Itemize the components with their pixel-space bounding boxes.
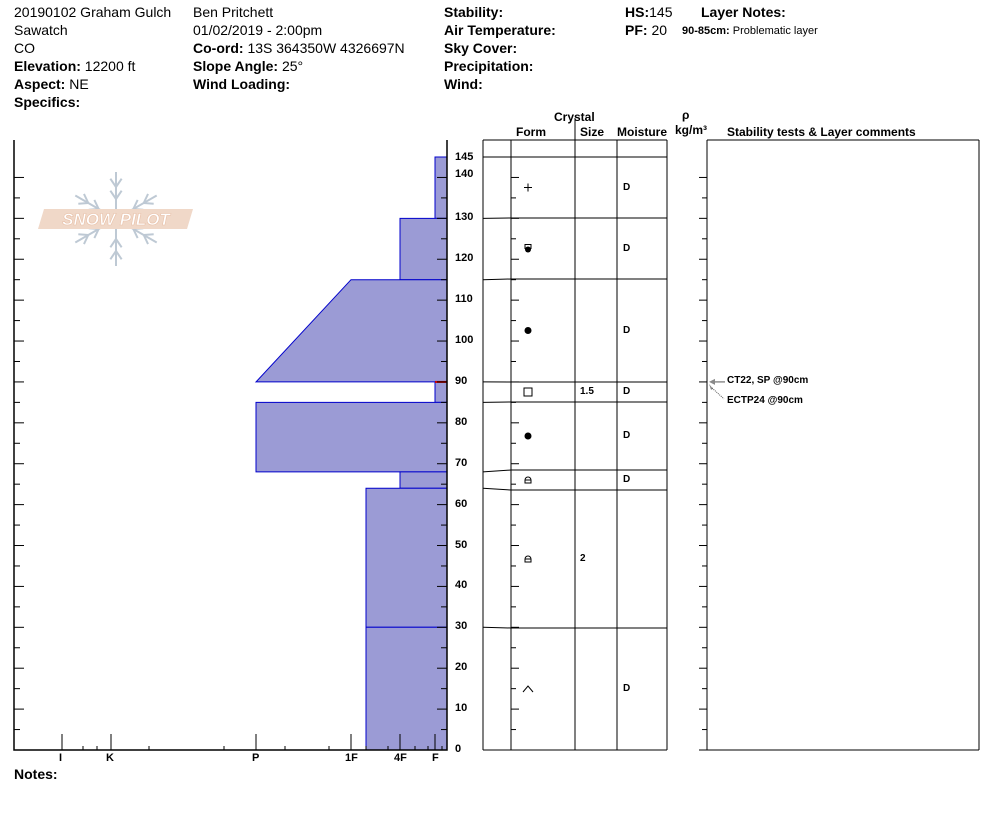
hardness-layer-bar xyxy=(399,217,448,281)
layer-notes-label: Layer Notes: xyxy=(701,4,786,20)
hardness-layer-bar xyxy=(254,279,448,383)
elevation: 12200 ft xyxy=(84,58,136,74)
slope-label: Slope Angle: xyxy=(193,58,279,74)
pf-label: PF: xyxy=(625,22,648,38)
rounded-grain-icon xyxy=(524,432,532,440)
test-arrow-icon xyxy=(709,383,713,390)
sky-cover-label: Sky Cover: xyxy=(444,40,518,56)
logo-band xyxy=(38,209,193,229)
hs-label: HS: xyxy=(625,4,650,20)
stability-label: Stability: xyxy=(444,4,504,20)
site-name: 20190102 Graham Gulch xyxy=(14,4,172,20)
specifics-label: Specifics: xyxy=(14,94,81,110)
logo-text: SNOW PILOT xyxy=(62,210,171,229)
stability-test: CT22, SP @90cm xyxy=(727,374,809,386)
hs: 145 xyxy=(649,4,673,20)
depth-label: 60 xyxy=(455,497,468,510)
col-crystal: Crystal xyxy=(554,110,595,124)
depth-hoar-icon xyxy=(522,685,534,693)
moisture: D xyxy=(623,181,631,193)
hardness-layer-bar xyxy=(365,626,448,751)
moisture: D xyxy=(623,683,631,694)
test-leader xyxy=(711,387,725,400)
depth-label: 130 xyxy=(455,211,474,224)
layer-note-text: Problematic layer xyxy=(732,25,818,37)
hardness-layer-bar xyxy=(434,156,448,219)
datetime: 01/02/2019 - 2:00pm xyxy=(193,22,323,38)
moisture: D xyxy=(623,324,631,336)
layer-boundary xyxy=(482,469,667,473)
moisture: D xyxy=(623,430,631,441)
depth-label: 100 xyxy=(455,334,474,347)
depth-label: 10 xyxy=(455,702,468,715)
col-moisture: Moisture xyxy=(617,125,668,139)
layer-boundary xyxy=(482,626,667,629)
elevation-label: Elevation: xyxy=(14,58,81,74)
depth-label: 20 xyxy=(455,661,468,674)
hardness-label: F xyxy=(432,752,439,764)
hardness-label: 1F xyxy=(345,752,358,764)
depth-label: 80 xyxy=(455,415,468,428)
col-size: Size xyxy=(580,125,605,139)
moisture: D xyxy=(623,386,631,397)
layer-boundary xyxy=(482,278,667,281)
coord-label: Co-ord: xyxy=(193,40,244,56)
depth-label: 70 xyxy=(455,456,468,469)
depth-label: 0 xyxy=(455,743,462,755)
moisture: D xyxy=(623,242,631,254)
observer: Ben Pritchett xyxy=(193,4,274,20)
layer-note-depth: 90-85cm: xyxy=(682,25,730,37)
coord: 13S 364350W 4326697N xyxy=(247,40,405,56)
test-arrow-icon xyxy=(709,378,715,385)
depth-label: 30 xyxy=(455,620,468,633)
melt-freeze-crust-icon xyxy=(525,246,531,253)
hardness-label: K xyxy=(106,752,114,764)
hardness-layer-bar xyxy=(434,381,448,403)
stability-test: ECTP24 @90cm xyxy=(727,394,803,406)
hardness-label: I xyxy=(59,752,63,764)
moisture: D xyxy=(623,474,631,485)
hardness-layer-bar xyxy=(399,471,448,489)
layer-boundary xyxy=(482,487,667,491)
faceted-rounded-icon xyxy=(524,476,532,484)
hardness-label: 4F xyxy=(394,752,407,764)
graph-frame xyxy=(13,140,448,751)
range: Sawatch xyxy=(14,22,68,38)
aspect-label: Aspect: xyxy=(14,76,66,92)
hardness-layer-bar xyxy=(255,401,448,473)
wind-label: Wind: xyxy=(444,76,483,92)
pf: 20 xyxy=(651,22,668,38)
hardness-layer-bar xyxy=(365,487,448,628)
depth-label: 40 xyxy=(455,579,468,592)
depth-label: 110 xyxy=(455,293,473,306)
aspect: NE xyxy=(69,76,89,92)
state: CO xyxy=(14,40,35,56)
faceted-icon xyxy=(523,387,533,397)
col-rho: ρ xyxy=(682,108,690,122)
air-temp-label: Air Temperature: xyxy=(444,22,556,38)
col-comments: Stability tests & Layer comments xyxy=(727,125,916,139)
faceted-rounded-icon xyxy=(524,555,532,563)
col-density-unit: kg/m³ xyxy=(675,123,708,137)
hardness-label: P xyxy=(252,752,260,764)
wind-loading-label: Wind Loading: xyxy=(193,76,291,92)
col-form: Form xyxy=(516,125,546,139)
depth-label: 50 xyxy=(455,538,468,551)
crystal-size: 2 xyxy=(580,553,586,564)
rounded-grain-icon xyxy=(524,327,532,334)
depth-label: 90 xyxy=(455,374,468,387)
depth-label: 145 xyxy=(455,151,474,163)
notes-label: Notes: xyxy=(14,766,58,782)
precip-label: Precipitation: xyxy=(444,58,534,74)
depth-label: 120 xyxy=(455,252,474,265)
plus-icon xyxy=(524,183,532,192)
depth-label: 140 xyxy=(455,168,474,181)
crystal-size: 1.5 xyxy=(580,386,594,397)
slope: 25° xyxy=(281,58,304,74)
